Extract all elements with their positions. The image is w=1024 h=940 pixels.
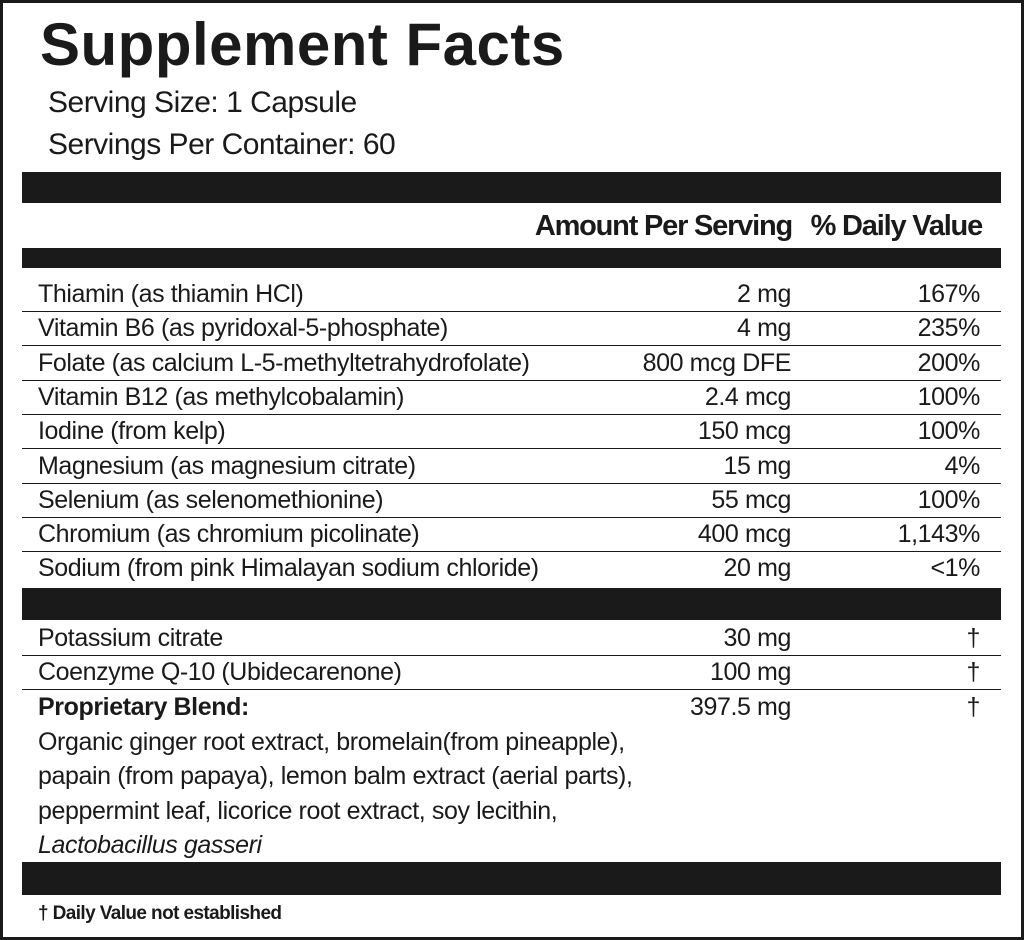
nutrient-row: Proprietary Blend: 397.5 mg † <box>22 691 1001 725</box>
nutrient-amount: 150 mcg <box>697 417 791 446</box>
nutrient-dv: 4% <box>944 451 981 480</box>
nutrient-name: Coenzyme Q-10 (Ubidecarenone) <box>38 658 402 687</box>
nutrient-amount: 20 mg <box>723 554 792 583</box>
nutrient-row: Vitamin B6 (as pyridoxal-5-phosphate) 4 m… <box>22 312 1001 347</box>
nutrient-row: Coenzyme Q-10 (Ubidecarenone) 100 mg † <box>22 656 1001 691</box>
nutrient-dv: 100% <box>917 485 981 514</box>
nutrient-name: Selenium (as selenomethionine) <box>38 485 384 514</box>
nutrient-amount: 55 mcg <box>711 485 791 514</box>
nutrient-name: Vitamin B12 (as methylcobalamin) <box>38 382 405 411</box>
nutrient-dv: † <box>966 658 980 687</box>
nutrient-amount: 30 mg <box>723 624 792 652</box>
nutrient-row: Iodine (from kelp) 150 mcg 100% <box>22 415 1001 450</box>
nutrient-name: Proprietary Blend: <box>38 692 249 721</box>
nutrient-amount: 2 mg <box>737 280 791 308</box>
nutrient-row: Potassium citrate 30 mg † <box>22 622 1001 656</box>
nutrient-row: Magnesium (as magnesium citrate) 15 mg 4% <box>22 450 1001 484</box>
nutrient-name: Vitamin B6 (as pyridoxal-5-phosphate) <box>38 314 448 343</box>
nutrient-dv: 167% <box>917 280 981 308</box>
divider-bar <box>22 172 1001 203</box>
nutrient-name: Folate (as calcium L-5-methyltetrahydrof… <box>38 348 530 377</box>
nutrient-dv: † <box>966 624 980 652</box>
blend-ingredient-line: peppermint leaf, licorice root extract, … <box>38 796 558 825</box>
divider-bar <box>22 588 1001 620</box>
dv-header: % Daily Value <box>810 210 984 242</box>
nutrient-name: Thiamin (as thiamin HCl) <box>38 280 304 308</box>
label-title: Supplement Facts <box>40 11 565 78</box>
amount-header: Amount Per Serving <box>534 210 793 242</box>
nutrient-dv: 100% <box>917 417 981 446</box>
nutrient-dv: 200% <box>917 348 981 377</box>
divider-bar <box>22 248 1001 268</box>
divider-bar <box>22 862 1001 895</box>
nutrient-row: Selenium (as selenomethionine) 55 mcg 100% <box>22 484 1001 518</box>
nutrient-amount: 2.4 mcg <box>704 382 792 411</box>
nutrient-amount: 100 mg <box>710 658 791 687</box>
nutrient-amount: 397.5 mg <box>689 692 791 721</box>
nutrient-dv: 100% <box>917 382 981 411</box>
nutrient-row: Vitamin B12 (as methylcobalamin) 2.4 mcg 1… <box>22 381 1001 415</box>
nutrient-name: Magnesium (as magnesium citrate) <box>38 451 416 480</box>
nutrient-name: Sodium (from pink Himalayan sodium chlor… <box>38 554 539 583</box>
blend-ingredient-line: papain (from papaya), lemon balm extract… <box>38 762 633 791</box>
blend-ingredient-line: Lactobacillus gasseri <box>38 830 262 859</box>
nutrient-dv: 235% <box>917 314 981 343</box>
nutrient-row: Folate (as calcium L-5-methyltetrahydrof… <box>22 347 1001 381</box>
blend-ingredient-line: Organic ginger root extract, bromelain(f… <box>38 728 625 756</box>
servings-per-container: Servings Per Container: 60 <box>48 128 396 161</box>
nutrient-amount: 15 mg <box>723 451 792 480</box>
nutrient-amount: 800 mcg DFE <box>642 348 792 377</box>
nutrient-amount: 4 mg <box>737 314 791 343</box>
nutrient-amount: 400 mcg <box>697 520 791 549</box>
nutrient-name: Potassium citrate <box>38 624 223 652</box>
nutrient-dv: † <box>966 692 980 721</box>
nutrient-dv: <1% <box>930 554 980 583</box>
nutrient-row: Sodium (from pink Himalayan sodium chlor… <box>22 552 1001 586</box>
serving-size: Serving Size: 1 Capsule <box>48 86 357 119</box>
footnote: † Daily Value not established <box>38 903 282 924</box>
nutrient-name: Chromium (as chromium picolinate) <box>38 520 420 549</box>
nutrient-dv: 1,143% <box>897 520 981 549</box>
nutrient-row: Chromium (as chromium picolinate) 400 mcg… <box>22 518 1001 553</box>
nutrient-row: Thiamin (as thiamin HCl) 2 mg 167% <box>22 278 1001 312</box>
nutrient-name: Iodine (from kelp) <box>38 417 226 446</box>
